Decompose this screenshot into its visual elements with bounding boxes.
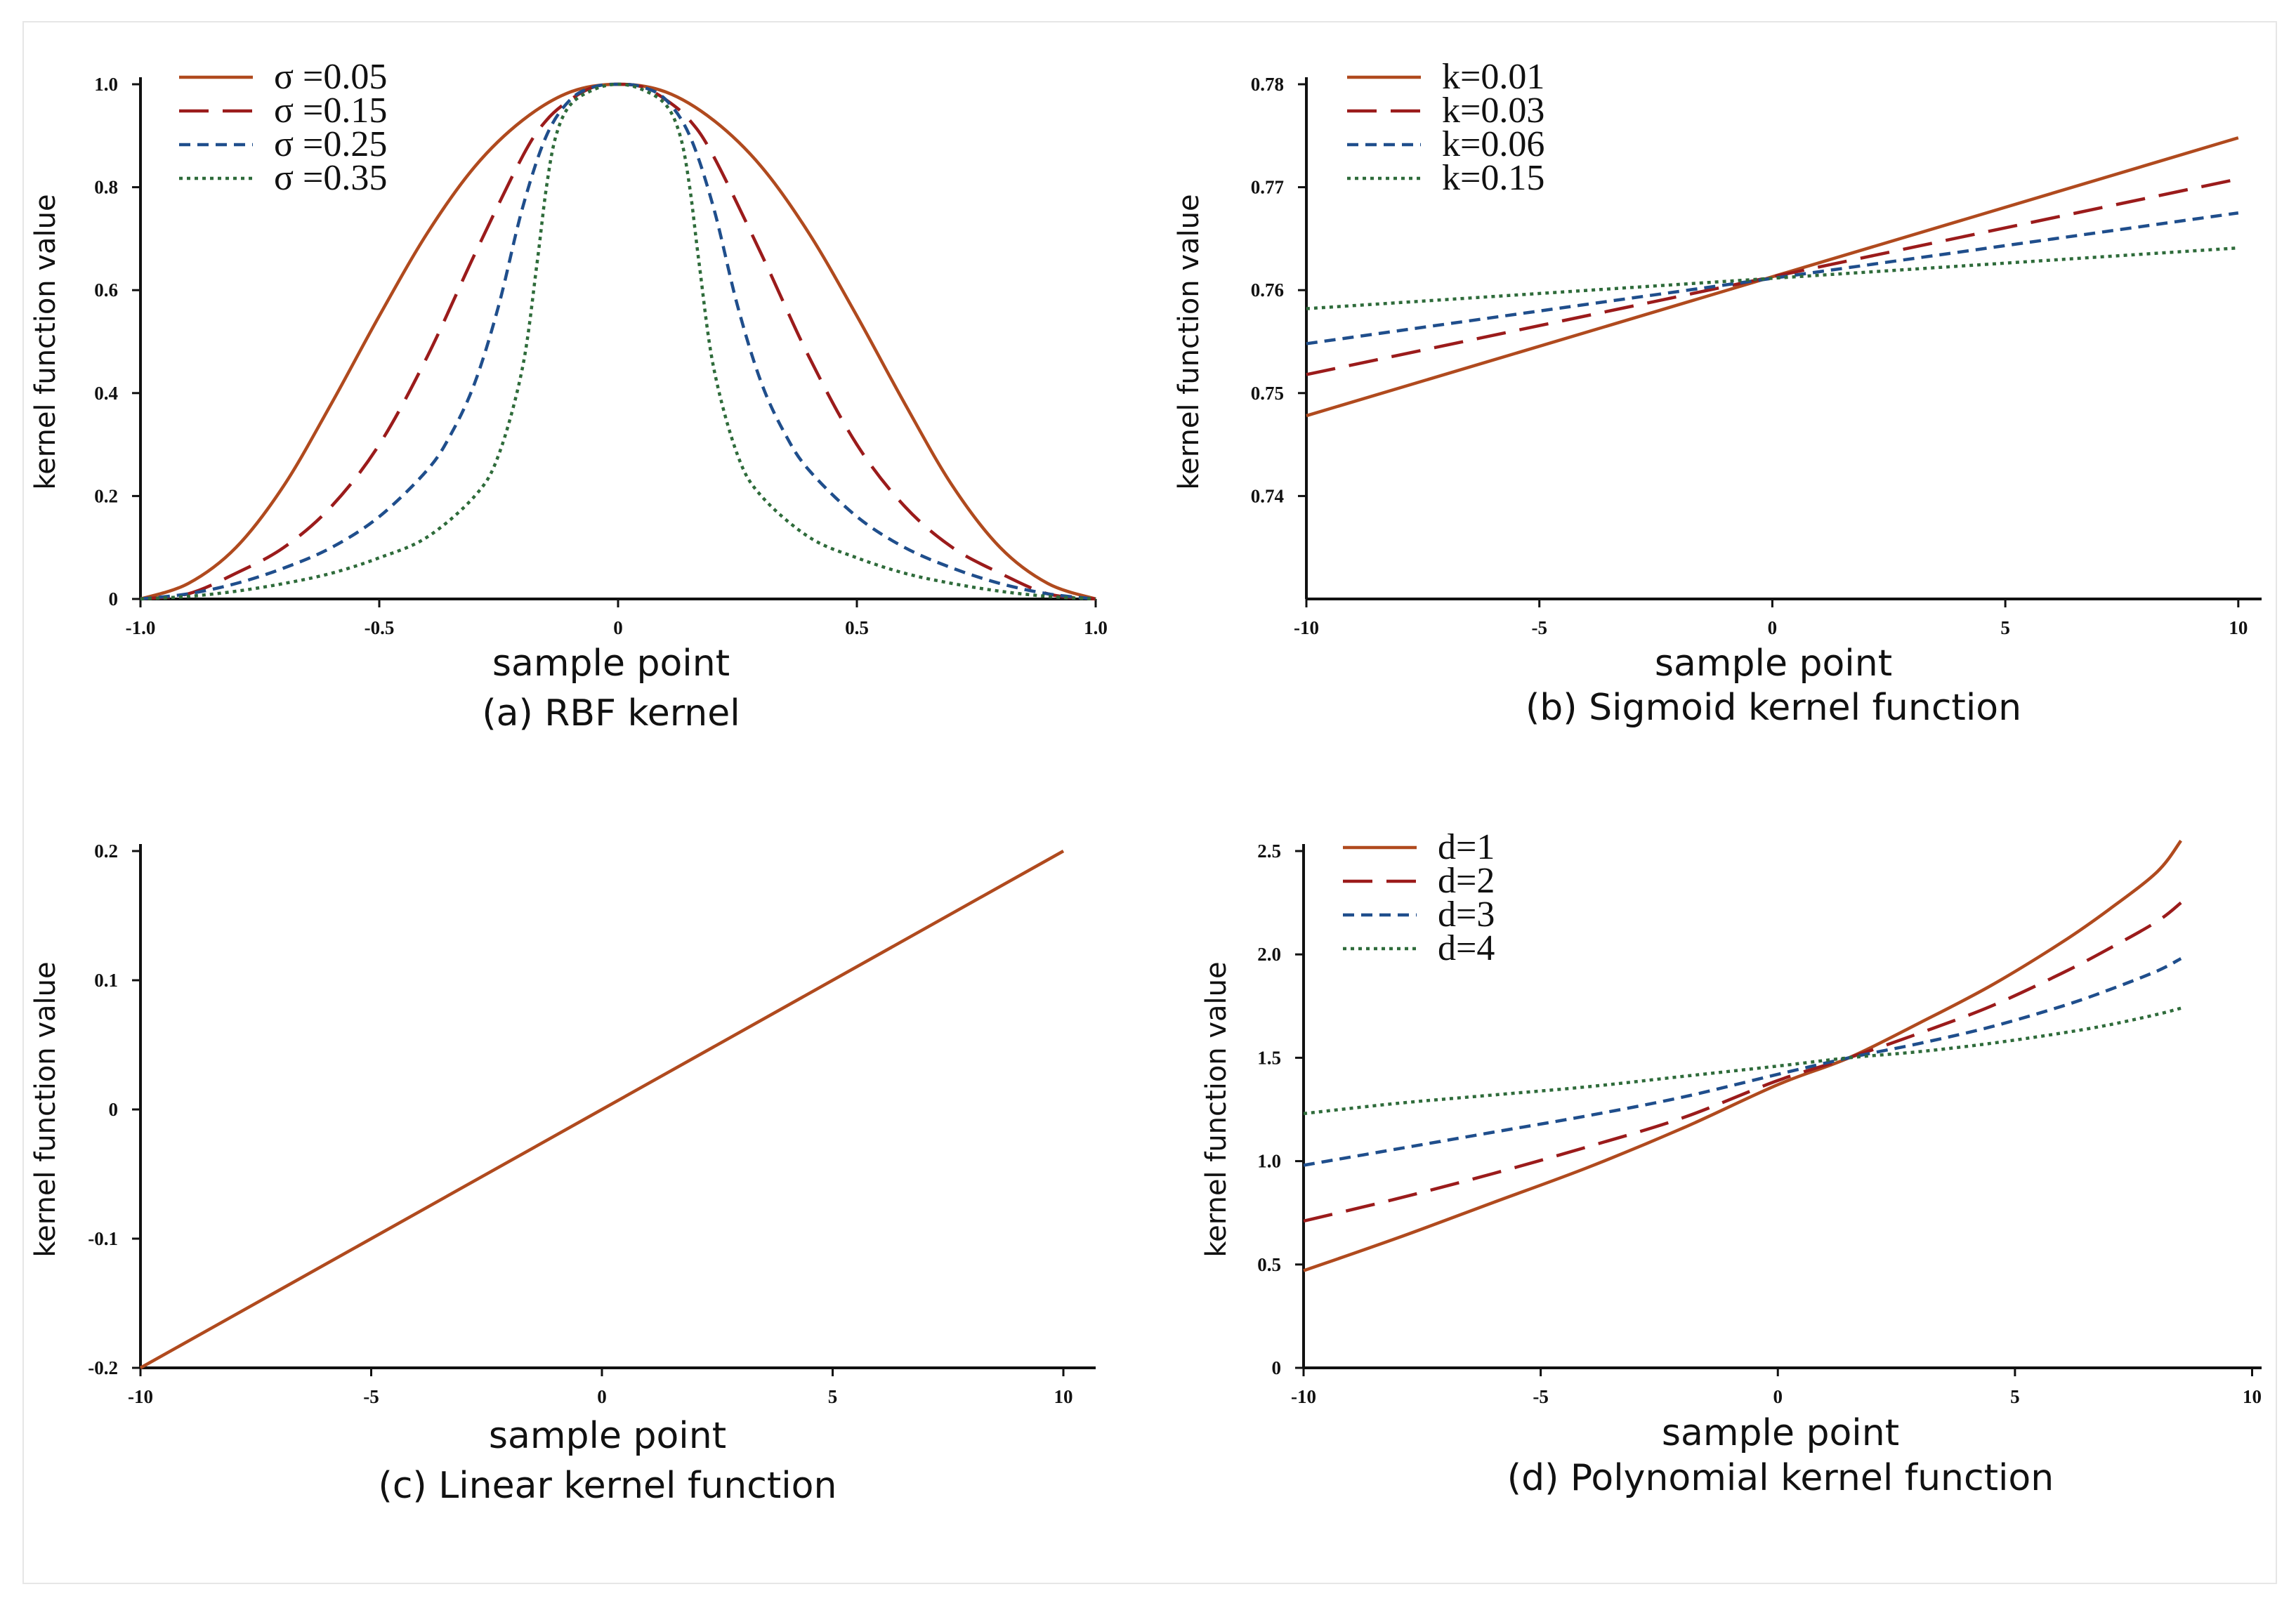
y-axis-title-a: kernel function value — [29, 194, 62, 489]
legend-label-a-1: σ =0.15 — [274, 91, 387, 131]
figure-frame — [22, 21, 2277, 1584]
x-tick-label-a: 1.0 — [1084, 617, 1108, 638]
x-tick-label-a: 0.5 — [845, 617, 869, 638]
legend-label-b-2: k=0.06 — [1442, 124, 1544, 164]
y-axis-title-b: kernel function value — [1173, 194, 1205, 489]
y-tick-label-b: 0.74 — [1251, 485, 1284, 506]
legend-label-b-1: k=0.03 — [1442, 91, 1544, 131]
series-line-a-3 — [140, 82, 1096, 601]
series-line-d-3 — [1303, 1006, 2182, 1116]
series-line-d-2 — [1303, 957, 2182, 1167]
y-tick-label-c: -0.2 — [88, 1357, 118, 1378]
x-tick-label-c: 5 — [828, 1386, 838, 1407]
series-line-c-0 — [139, 850, 1065, 1369]
x-tick-label-b: -10 — [1294, 617, 1319, 638]
y-tick-label-c: 0.2 — [94, 841, 118, 862]
x-tick-label-b: 0 — [1768, 617, 1778, 638]
y-tick-label-a: 1.0 — [94, 74, 118, 95]
chart-caption-c: (c) Linear kernel function — [379, 1465, 837, 1507]
x-tick-label-c: -5 — [363, 1386, 379, 1407]
x-tick-label-a: -0.5 — [365, 617, 395, 638]
series-line-d-0 — [1303, 839, 2183, 1272]
y-tick-label-c: 0.1 — [94, 970, 118, 991]
x-tick-label-c: 0 — [597, 1386, 607, 1407]
y-tick-label-a: 0.6 — [94, 279, 118, 301]
legend-label-d-1: d=2 — [1438, 861, 1495, 901]
y-tick-label-d: 2.0 — [1257, 944, 1281, 965]
x-axis-title-a: sample point — [492, 642, 730, 685]
y-tick-label-a: 0 — [109, 588, 119, 609]
x-axis-title-c: sample point — [489, 1415, 726, 1457]
y-axis-title-c: kernel function value — [29, 961, 62, 1257]
x-tick-label-b: -5 — [1531, 617, 1547, 638]
y-tick-label-b: 0.76 — [1251, 279, 1284, 301]
y-axis-title-d: kernel function value — [1200, 961, 1233, 1257]
legend-label-a-0: σ =0.05 — [274, 57, 387, 97]
y-tick-label-d: 1.0 — [1257, 1151, 1281, 1172]
y-tick-label-d: 0 — [1272, 1357, 1282, 1378]
x-tick-label-d: 10 — [2243, 1386, 2262, 1407]
y-tick-label-b: 0.75 — [1251, 383, 1284, 404]
y-tick-label-d: 0.5 — [1257, 1254, 1281, 1275]
series-line-b-1 — [1306, 177, 2239, 376]
series-line-b-3 — [1306, 246, 2238, 310]
x-tick-label-b: 10 — [2229, 617, 2248, 638]
legend-label-a-3: σ =0.35 — [274, 158, 387, 198]
y-tick-label-a: 0.8 — [94, 177, 118, 198]
y-tick-label-d: 2.5 — [1257, 841, 1281, 862]
x-axis-title-b: sample point — [1655, 642, 1892, 685]
x-tick-label-a: 0 — [613, 617, 623, 638]
x-tick-label-d: 0 — [1773, 1386, 1783, 1407]
y-tick-label-a: 0.2 — [94, 485, 118, 506]
legend-label-b-0: k=0.01 — [1442, 57, 1544, 97]
x-tick-label-c: -10 — [128, 1386, 153, 1407]
legend-label-d-0: d=1 — [1438, 827, 1495, 867]
series-line-b-0 — [1306, 136, 2239, 418]
x-tick-label-c: 10 — [1054, 1386, 1073, 1407]
y-tick-label-c: -0.1 — [88, 1228, 118, 1249]
legend-label-d-2: d=3 — [1438, 895, 1495, 935]
legend-label-d-3: d=4 — [1438, 928, 1495, 968]
series-line-d-1 — [1303, 901, 2182, 1223]
x-axis-title-d: sample point — [1662, 1412, 1899, 1454]
x-tick-label-d: 5 — [2010, 1386, 2020, 1407]
y-tick-label-a: 0.4 — [94, 383, 118, 404]
x-tick-label-d: -10 — [1291, 1386, 1316, 1407]
chart-caption-b: (b) Sigmoid kernel function — [1526, 687, 2021, 729]
chart-caption-a: (a) RBF kernel — [482, 692, 740, 734]
x-tick-label-b: 5 — [2000, 617, 2010, 638]
chart-caption-d: (d) Polynomial kernel function — [1507, 1457, 2054, 1499]
y-tick-label-b: 0.77 — [1251, 177, 1284, 198]
y-tick-label-c: 0 — [109, 1099, 119, 1120]
y-tick-label-b: 0.78 — [1251, 74, 1284, 95]
x-tick-label-a: -1.0 — [126, 617, 156, 638]
y-tick-label-d: 1.5 — [1257, 1047, 1281, 1068]
x-tick-label-d: -5 — [1533, 1386, 1549, 1407]
legend-label-b-3: k=0.15 — [1442, 158, 1544, 198]
legend-label-a-2: σ =0.25 — [274, 124, 387, 164]
series-line-b-2 — [1306, 211, 2239, 345]
